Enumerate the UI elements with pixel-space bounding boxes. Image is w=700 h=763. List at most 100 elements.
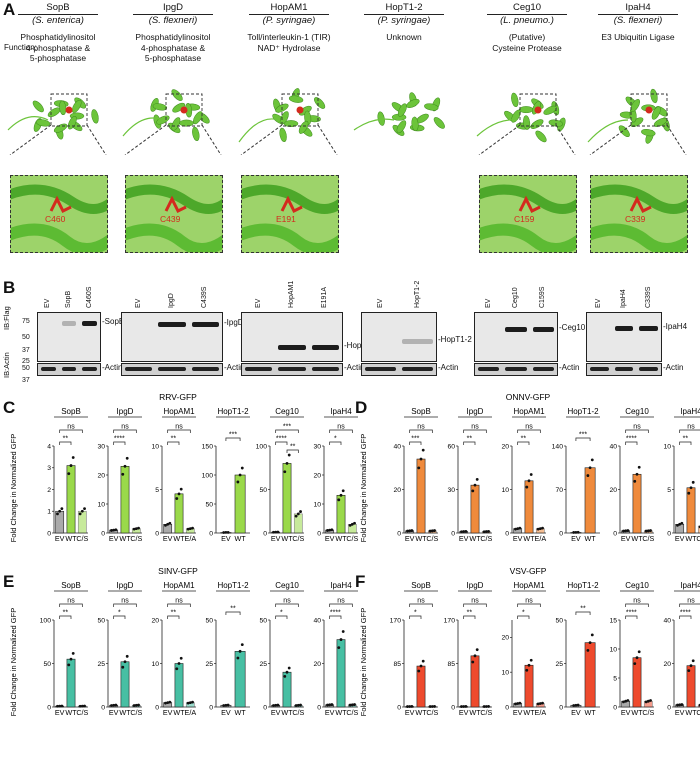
mw-marker: 50: [22, 365, 30, 372]
data-point: [186, 701, 190, 705]
y-tick-label: 4: [47, 443, 51, 450]
significance-label: **: [683, 436, 689, 443]
data-point: [353, 703, 356, 706]
header-rule: [598, 14, 678, 15]
data-point: [348, 523, 352, 527]
y-tick-label: 50: [259, 487, 267, 494]
significance-label: ****: [626, 436, 637, 443]
y-tick-label: 0: [397, 704, 401, 711]
x-tick-label: C/S: [130, 708, 142, 717]
chart-title: VSV-GFP: [510, 566, 547, 576]
bar: [416, 665, 426, 708]
significance-bracket: [463, 603, 487, 607]
significance-bracket: [517, 603, 541, 607]
significance-label: *: [414, 610, 417, 617]
significance-label: **: [171, 436, 177, 443]
data-point: [680, 703, 684, 706]
data-point: [428, 705, 432, 708]
bar: [234, 474, 246, 534]
bar: [77, 510, 87, 534]
y-tick-label: 0: [47, 704, 51, 711]
x-tick-label: EV: [513, 534, 523, 543]
significance-label: ****: [330, 610, 341, 617]
y-tick-label: 0: [397, 530, 401, 537]
data-point: [328, 703, 332, 707]
y-tick-label: 25: [555, 661, 563, 668]
x-tick-label: EV: [109, 534, 119, 543]
mw-marker: 37: [22, 347, 30, 354]
data-point: [179, 656, 183, 660]
data-point: [350, 703, 354, 707]
subplot-title: Ceg10: [625, 581, 649, 590]
bar: [220, 704, 232, 708]
data-point: [69, 657, 73, 661]
lane-label: C339S: [644, 286, 652, 308]
x-tick-label: WT: [281, 534, 293, 543]
lane-label: HopT1-2: [413, 280, 421, 308]
actin-label: -Actin: [663, 363, 684, 372]
data-point: [475, 648, 479, 652]
flag-blot: [586, 312, 662, 362]
band-label: -IpgD: [224, 317, 244, 327]
bar: [427, 530, 437, 534]
significance-bracket: [167, 603, 191, 607]
y-tick-label: 85: [393, 661, 401, 668]
header-rule: [133, 14, 213, 15]
data-point: [588, 466, 592, 470]
significance-label: ns: [175, 424, 183, 431]
significance-label: **: [580, 606, 586, 613]
data-point: [410, 529, 414, 532]
zoom-connector: [589, 125, 687, 155]
significance-label: ***: [229, 432, 237, 439]
y-tick-label: 0: [505, 704, 509, 711]
significance-label: **: [521, 436, 527, 443]
data-point: [337, 498, 341, 502]
significance-bracket: [225, 437, 241, 441]
data-point: [574, 703, 578, 707]
bar: [120, 661, 130, 708]
y-tick-label: 10: [97, 501, 105, 508]
data-point: [294, 704, 298, 707]
subplot-title: Ceg10: [275, 407, 299, 416]
y-tick-label: 0: [101, 704, 105, 711]
protein-organism: (S. enterica): [32, 15, 84, 26]
bar: [643, 530, 653, 534]
data-point: [58, 704, 62, 708]
data-point: [337, 646, 341, 650]
data-point: [588, 641, 592, 645]
data-point: [236, 480, 240, 484]
bar: [271, 531, 281, 534]
data-point: [487, 529, 490, 533]
significance-label: ns: [283, 598, 291, 605]
x-tick-label: EV: [571, 534, 581, 543]
bar: [336, 639, 346, 708]
data-point: [590, 633, 594, 637]
subplot-title: Ceg10: [625, 407, 649, 416]
y-tick-label: 40: [609, 443, 617, 450]
lane-label: C159S: [539, 286, 547, 308]
subplot-title: HopAM1: [163, 581, 195, 590]
significance-bracket: [113, 441, 126, 445]
y-tick-label: 0: [613, 704, 617, 711]
data-point: [419, 664, 423, 668]
x-tick-label: C/S: [696, 708, 700, 717]
significance-bracket: [329, 429, 353, 433]
lane-label: EV: [595, 298, 603, 308]
x-tick-label: C/S: [76, 534, 88, 543]
zoom-connector: [124, 125, 222, 155]
significance-label: *: [334, 436, 337, 443]
significance-bracket: [329, 615, 342, 619]
lane-label: C460S: [85, 286, 93, 308]
bar: [282, 463, 292, 534]
bar: [427, 706, 437, 708]
data-point: [646, 529, 650, 533]
y-tick-label: 0: [559, 530, 563, 537]
residue-label: E191: [276, 214, 296, 224]
data-point: [574, 530, 578, 534]
data-point: [296, 703, 300, 707]
bar: [293, 513, 303, 534]
x-tick-label: EV: [459, 534, 469, 543]
x-tick-label: C/S: [480, 534, 492, 543]
significance-bracket: [286, 449, 299, 453]
data-point: [460, 530, 463, 534]
